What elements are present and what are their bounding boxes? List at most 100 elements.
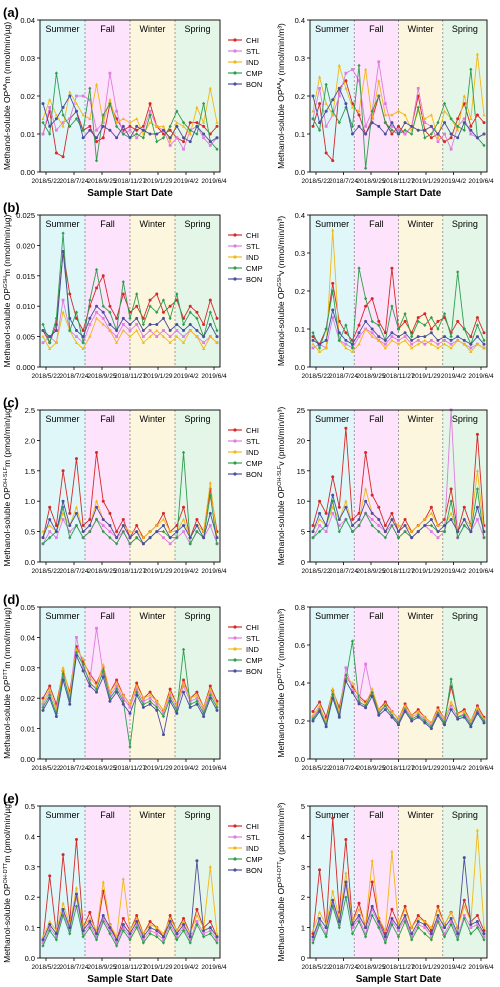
season-label: Spring [452, 611, 478, 621]
data-point [364, 296, 368, 301]
legend-marker [233, 82, 237, 86]
data-point [101, 529, 105, 534]
legend-marker [233, 868, 237, 872]
season-band [175, 410, 220, 562]
data-point [429, 517, 433, 521]
data-point [182, 329, 186, 333]
data-point [390, 907, 394, 911]
data-point [161, 136, 166, 140]
y-tick-label: 4 [301, 832, 305, 841]
data-point [135, 681, 139, 685]
data-point [436, 917, 440, 920]
y-tick-label: 0.04 [20, 16, 35, 25]
data-point [377, 124, 381, 128]
data-point [331, 98, 335, 102]
x-tick-label: 2019/4/2 [173, 765, 199, 772]
data-point [74, 101, 79, 105]
data-point [331, 505, 335, 509]
data-point [475, 711, 479, 715]
data-point [364, 304, 368, 308]
chart-d-left: Summer Fall Winter Spring 0.00 0.01 0.02 0.03 0.… [2, 603, 263, 772]
data-point [95, 932, 99, 936]
data-point [181, 919, 186, 923]
data-point [168, 920, 172, 924]
data-point [370, 331, 374, 335]
data-point [195, 690, 199, 694]
data-point [331, 228, 335, 232]
data-point [429, 727, 433, 731]
x-tick-label: 2019/1/29 [144, 373, 173, 380]
data-point [377, 710, 381, 713]
data-point [429, 925, 433, 929]
data-point [476, 923, 479, 926]
data-point [195, 859, 199, 863]
data-point [121, 928, 125, 933]
data-point [54, 935, 58, 939]
data-point [121, 316, 125, 320]
data-point [182, 147, 185, 151]
x-tick-label: 2018/9/25 [88, 964, 117, 971]
data-point [324, 338, 328, 342]
data-point [416, 709, 420, 713]
data-point [429, 723, 433, 727]
season-label: Summer [315, 611, 349, 621]
data-point [48, 346, 52, 350]
data-point [311, 530, 315, 534]
y-tick-label: 0.0 [295, 363, 305, 372]
data-point [195, 329, 199, 333]
panel-label-c: (c) [3, 395, 19, 410]
data-point [94, 158, 99, 163]
data-point [410, 338, 414, 342]
data-point [81, 346, 85, 350]
data-point [74, 904, 79, 909]
data-point [148, 693, 152, 697]
y-tick-label: 0.2 [295, 92, 305, 101]
y-tick-label: 15 [297, 467, 305, 476]
data-point [128, 536, 132, 540]
data-point [68, 511, 72, 515]
data-point [350, 342, 354, 346]
data-point [108, 535, 112, 540]
data-point [337, 94, 341, 98]
data-point [168, 139, 172, 143]
data-point [390, 849, 394, 853]
season-band [442, 410, 487, 562]
data-point [390, 511, 394, 515]
season-label: Fall [100, 611, 115, 621]
data-point [188, 541, 192, 546]
data-point [74, 310, 79, 315]
data-point [161, 524, 165, 528]
data-point [148, 536, 152, 540]
x-tick-label: 2019/4/2 [173, 964, 199, 971]
x-tick-label: 2018/7/24 [60, 178, 89, 185]
data-point [175, 329, 179, 332]
data-point [317, 350, 322, 353]
data-point [108, 322, 112, 326]
y-axis-label: Methanol-soluble OPOH-DTTv (pmol/min/m³) [276, 802, 286, 961]
data-point [202, 322, 206, 326]
data-point [161, 334, 166, 338]
data-point [48, 687, 52, 691]
data-point [390, 922, 394, 927]
data-point [311, 524, 315, 528]
data-point [101, 675, 105, 679]
data-point [357, 907, 361, 911]
data-point [108, 98, 112, 101]
data-point [442, 922, 447, 926]
x-tick-label: 2019/1/29 [412, 765, 441, 772]
data-point [324, 346, 328, 350]
data-point [121, 328, 125, 332]
data-point [68, 316, 72, 320]
data-point [95, 451, 99, 455]
legend-label: IND [246, 844, 260, 853]
data-point [148, 926, 152, 930]
data-point [370, 493, 374, 497]
data-point [377, 524, 381, 527]
season-label: Fall [369, 24, 384, 34]
data-point [396, 934, 401, 939]
data-point [383, 938, 387, 942]
data-point [429, 530, 433, 533]
data-point [462, 708, 466, 712]
data-point [311, 346, 315, 350]
x-tick-label: 2018/9/25 [357, 373, 386, 380]
